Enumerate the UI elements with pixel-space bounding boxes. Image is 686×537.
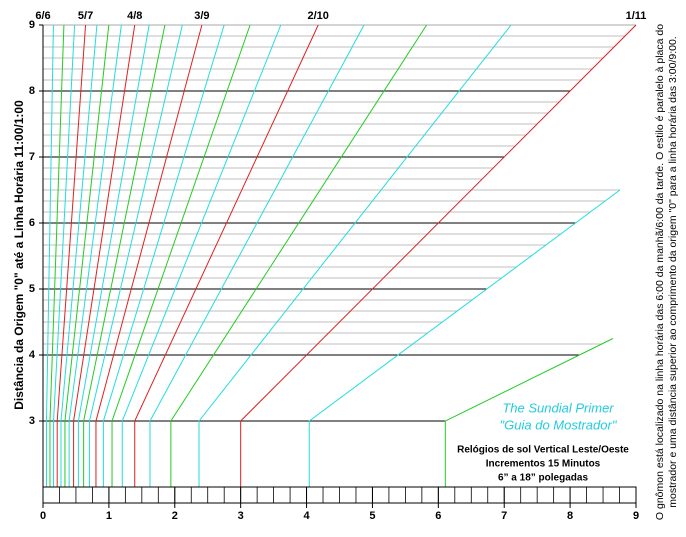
x-tick-label: 9	[633, 510, 639, 522]
hour-line	[308, 189, 621, 487]
side-note: O gnômon está localizado na linha horári…	[654, 24, 666, 520]
hour-line	[198, 24, 512, 487]
hour-line	[95, 24, 203, 487]
y-axis-label: Distância da Origem "0" até a Linha Horá…	[12, 100, 26, 410]
y-tick-label: 3	[29, 415, 35, 427]
hour-line	[49, 24, 65, 487]
y-tick-label: 5	[29, 283, 35, 295]
hour-line	[64, 24, 110, 487]
hour-line	[149, 24, 365, 487]
hour-line	[83, 24, 166, 487]
side-note: mostrador e uma distância superior ao co…	[667, 36, 679, 507]
hour-line	[170, 24, 428, 487]
hour-line	[444, 338, 614, 487]
box-line: Incrementos 15 Minutos	[486, 459, 601, 470]
x-tick-label: 3	[238, 510, 244, 522]
y-tick-label: 9	[29, 19, 35, 31]
hour-line	[73, 24, 136, 487]
hour-line	[45, 24, 54, 487]
box-title: The Sundial Primer	[502, 400, 614, 415]
x-tick-label: 7	[501, 510, 507, 522]
box-subtitle: "Guia do Mostrador"	[500, 417, 618, 432]
hour-line	[88, 24, 183, 487]
hour-line	[111, 24, 251, 487]
x-tick-label: 8	[567, 510, 573, 522]
x-tick-label: 6	[435, 510, 441, 522]
hour-line	[134, 24, 319, 487]
x-tick-label: 5	[369, 510, 375, 522]
y-tick-label: 4	[29, 349, 36, 361]
hour-label: 5/7	[78, 10, 93, 22]
hour-label: 2/10	[308, 10, 329, 22]
hour-label: 4/8	[127, 10, 142, 22]
hour-line	[68, 24, 122, 487]
x-tick-label: 2	[172, 510, 178, 522]
x-tick-label: 0	[40, 510, 46, 522]
hour-line	[240, 24, 637, 487]
y-tick-label: 7	[29, 151, 35, 163]
box-line: 6” a 18” polegadas	[498, 473, 588, 484]
hour-line	[121, 24, 282, 487]
x-tick-label: 4	[303, 510, 310, 522]
hour-label: 6/6	[35, 10, 50, 22]
hour-line	[60, 24, 98, 487]
box-line: Relógios de sol Vertical Leste/Oeste	[457, 445, 629, 456]
hour-label: 1/11	[626, 10, 647, 22]
x-tick-label: 1	[106, 510, 112, 522]
hour-label: 3/9	[194, 10, 209, 22]
y-tick-label: 6	[29, 217, 35, 229]
y-tick-label: 8	[29, 85, 35, 97]
hour-line	[56, 24, 87, 487]
hour-line	[53, 24, 76, 487]
hour-line	[102, 24, 225, 487]
hour-line	[77, 24, 150, 487]
